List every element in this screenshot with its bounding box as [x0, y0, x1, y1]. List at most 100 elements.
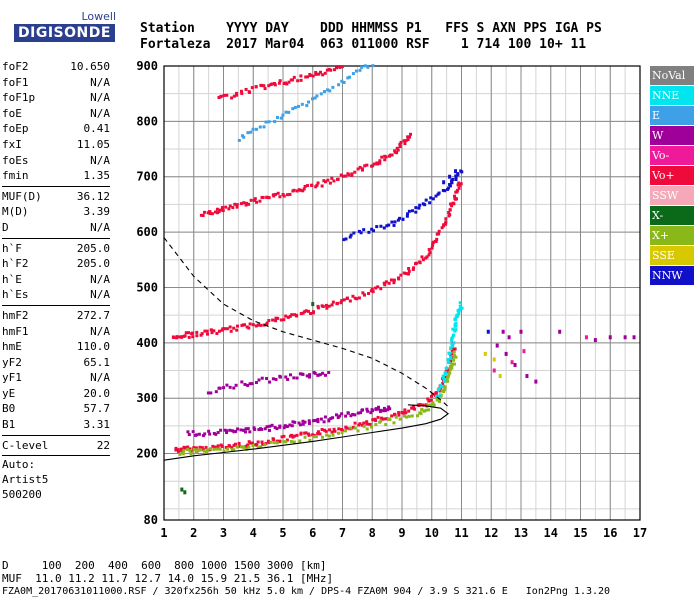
echo-mark: [392, 281, 396, 285]
echo-mark: [252, 426, 256, 430]
param-value: N/A: [90, 106, 110, 120]
echo-mark: [259, 323, 263, 327]
echo-mark: [278, 439, 282, 443]
echo-mark: [305, 374, 309, 378]
echo-mark: [425, 255, 429, 259]
echo-mark: [276, 191, 280, 195]
muf-row: MUF 11.0 11.2 11.7 12.7 14.0 15.9 21.5 3…: [2, 572, 334, 585]
echo-mark: [200, 446, 204, 450]
echo-mark: [288, 373, 292, 377]
echo-mark: [316, 430, 320, 434]
echo-mark: [316, 420, 320, 424]
echo-mark: [313, 96, 317, 100]
echo-mark: [307, 433, 311, 437]
echo-mark: [365, 407, 369, 411]
echo-mark: [224, 205, 228, 209]
echo-mark: [446, 375, 450, 379]
echo-mark: [230, 96, 234, 100]
param-row: MUF(D) 36.12: [2, 189, 110, 205]
echo-mark: [362, 228, 366, 232]
echo-mark: [367, 291, 371, 295]
echo-mark: [448, 174, 452, 179]
echo-mark: [444, 222, 448, 226]
echo-mark: [452, 358, 456, 362]
echo-mark: [306, 75, 310, 79]
echo-mark: [384, 280, 388, 284]
echo-mark: [295, 376, 299, 380]
echo-mark: [444, 366, 448, 370]
echo-mark: [257, 428, 261, 432]
echo-mark: [418, 260, 422, 264]
echo-mark: [375, 225, 379, 229]
echo-mark: [261, 442, 265, 446]
echo-mark: [199, 333, 203, 337]
echo-mark: [313, 419, 317, 423]
param-value: N/A: [90, 324, 110, 338]
model-profile-solid: [163, 404, 450, 461]
echo-mark: [308, 73, 312, 77]
echo-mark: [360, 167, 364, 171]
echo-mark: [393, 220, 397, 224]
echo-mark: [410, 414, 414, 418]
echo-mark: [279, 116, 283, 120]
echo-mark: [214, 432, 218, 436]
echo-mark: [331, 300, 335, 304]
echo-mark: [340, 79, 344, 83]
echo-mark: [593, 338, 597, 343]
echo-mark: [406, 138, 410, 142]
legend-entry: Vo-: [650, 146, 694, 165]
param-value: N/A: [90, 91, 110, 105]
echo-mark: [262, 84, 266, 88]
echo-mark: [239, 202, 243, 206]
echo-mark: [234, 429, 238, 433]
logo-digisonde-text: DIGISONDE: [14, 24, 115, 42]
legend-entry: NoVal: [650, 66, 694, 85]
echo-mark: [342, 80, 346, 84]
echo-mark: [383, 154, 387, 158]
echo-mark: [353, 296, 357, 300]
echo-mark: [214, 390, 218, 394]
echo-mark: [197, 448, 201, 452]
echo-mark: [274, 377, 278, 381]
echo-mark: [412, 404, 416, 408]
param-value: N/A: [90, 75, 110, 89]
echo-mark: [379, 224, 383, 228]
param-row: foE N/A: [2, 106, 110, 122]
echo-mark: [327, 434, 331, 438]
echo-mark: [210, 331, 214, 335]
echo-mark: [356, 429, 360, 433]
echo-mark: [194, 450, 198, 454]
echo-mark: [452, 350, 456, 354]
param-label: h`Es: [2, 288, 29, 302]
echo-mark: [183, 334, 187, 338]
echo-mark: [398, 142, 402, 146]
echo-mark: [441, 376, 445, 380]
x-tick-label: 6: [309, 526, 316, 540]
echo-mark: [406, 135, 410, 139]
echo-mark: [409, 132, 413, 136]
echo-mark: [301, 419, 305, 423]
echo-mark: [340, 428, 344, 432]
param-row: B1 3.31: [2, 417, 110, 433]
echo-mark: [454, 321, 458, 325]
param-row: fxI 11.05: [2, 137, 110, 153]
echo-mark: [270, 423, 274, 427]
echo-mark: [311, 433, 315, 437]
echo-mark: [623, 335, 627, 340]
param-label: yF2: [2, 355, 22, 369]
echo-mark: [337, 83, 341, 87]
echo-mark: [319, 92, 323, 96]
echo-mark: [228, 385, 232, 389]
echo-mark: [338, 414, 342, 418]
echo-mark: [230, 429, 234, 433]
x-tick-label: 3: [220, 526, 227, 540]
echo-mark: [195, 448, 199, 452]
echo-mark: [183, 490, 187, 495]
echo-mark: [384, 417, 388, 421]
echo-mark: [235, 91, 239, 95]
echo-mark: [403, 142, 407, 146]
echo-mark: [415, 414, 419, 418]
echo-mark: [442, 223, 446, 227]
echo-mark: [282, 440, 286, 444]
echo-mark: [288, 314, 292, 318]
